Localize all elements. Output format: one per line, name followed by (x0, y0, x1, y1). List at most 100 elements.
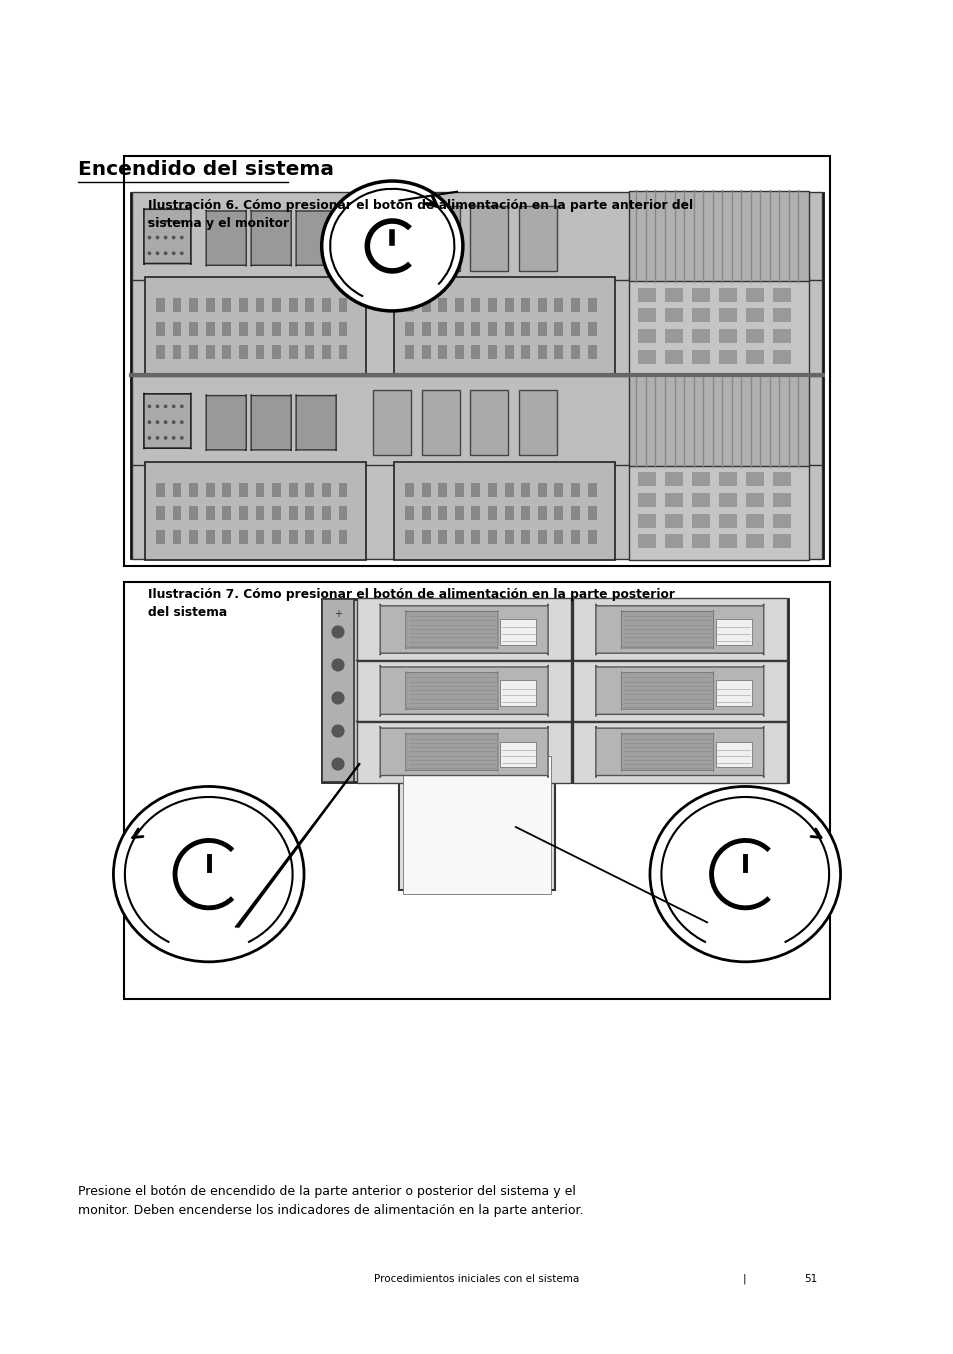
Bar (488, 321, 497, 336)
Bar (745, 513, 763, 528)
Bar (289, 321, 297, 336)
Bar (255, 298, 264, 313)
Bar (239, 298, 248, 313)
Bar (437, 298, 447, 313)
Bar (664, 535, 682, 548)
Bar (719, 329, 737, 343)
Bar (455, 529, 463, 544)
FancyBboxPatch shape (405, 611, 497, 649)
Bar (554, 529, 563, 544)
Bar (405, 321, 414, 336)
Bar (518, 390, 556, 455)
Bar (719, 309, 737, 322)
Bar (322, 321, 331, 336)
Bar (338, 298, 347, 313)
Bar (156, 345, 165, 359)
Bar (289, 345, 297, 359)
Bar (587, 506, 596, 520)
Text: del sistema: del sistema (148, 605, 227, 619)
Bar (692, 288, 709, 302)
Bar (132, 279, 821, 374)
Bar (571, 482, 579, 497)
Bar (272, 529, 281, 544)
Bar (488, 482, 497, 497)
Bar (222, 345, 231, 359)
Bar (172, 345, 181, 359)
Bar (719, 288, 737, 302)
Bar (772, 493, 790, 508)
Circle shape (148, 252, 151, 255)
Bar (255, 482, 264, 497)
Bar (504, 321, 513, 336)
FancyBboxPatch shape (251, 394, 291, 451)
Bar (692, 309, 709, 322)
Bar (441, 737, 512, 747)
Bar (587, 298, 596, 313)
Bar (537, 345, 546, 359)
Bar (239, 345, 248, 359)
Bar (638, 349, 656, 364)
Bar (189, 506, 198, 520)
Bar (322, 345, 331, 359)
Bar (504, 506, 513, 520)
Bar (715, 680, 751, 705)
Bar (338, 345, 347, 359)
Bar (437, 321, 447, 336)
Bar (156, 321, 165, 336)
Bar (305, 506, 314, 520)
Text: Presione el botón de encendido de la parte anterior o posterior del sistema y el: Presione el botón de encendido de la par… (78, 1185, 576, 1198)
Bar (421, 529, 430, 544)
Bar (322, 298, 331, 313)
Bar (587, 482, 596, 497)
Bar (156, 298, 165, 313)
FancyBboxPatch shape (620, 672, 713, 709)
Bar (664, 513, 682, 528)
Circle shape (332, 758, 343, 770)
Bar (405, 529, 414, 544)
Bar (289, 529, 297, 544)
Bar (772, 309, 790, 322)
Bar (664, 493, 682, 508)
Bar (206, 345, 214, 359)
Bar (421, 321, 430, 336)
Bar (338, 506, 347, 520)
Bar (189, 298, 198, 313)
Bar (499, 742, 536, 768)
Bar (357, 659, 570, 722)
FancyBboxPatch shape (251, 210, 291, 267)
Bar (132, 463, 821, 559)
Bar (437, 482, 447, 497)
Bar (664, 329, 682, 343)
Bar (664, 288, 682, 302)
FancyBboxPatch shape (295, 394, 335, 451)
Bar (629, 462, 808, 559)
Bar (571, 345, 579, 359)
Bar (772, 288, 790, 302)
Text: 51: 51 (803, 1274, 817, 1284)
Bar (715, 742, 751, 768)
Bar (357, 598, 570, 661)
Bar (172, 321, 181, 336)
Ellipse shape (321, 181, 462, 311)
Bar (571, 529, 579, 544)
Bar (189, 482, 198, 497)
Bar (272, 506, 281, 520)
Circle shape (180, 405, 183, 408)
Bar (537, 298, 546, 313)
Bar (255, 506, 264, 520)
Circle shape (164, 405, 167, 408)
Bar (272, 345, 281, 359)
Bar (239, 321, 248, 336)
FancyBboxPatch shape (206, 394, 246, 451)
Circle shape (156, 252, 158, 255)
Bar (573, 598, 786, 661)
Bar (692, 329, 709, 343)
Bar (272, 298, 281, 313)
Bar (338, 529, 347, 544)
Text: Ilustración 7. Cómo presionar el botón de alimentación en la parte posterior: Ilustración 7. Cómo presionar el botón d… (148, 588, 674, 601)
Text: Ilustración 6. Cómo presionar el botón de alimentación en la parte anterior del: Ilustración 6. Cómo presionar el botón d… (148, 199, 692, 213)
FancyBboxPatch shape (405, 733, 497, 772)
Bar (520, 506, 530, 520)
Bar (373, 390, 411, 455)
Bar (499, 619, 536, 645)
